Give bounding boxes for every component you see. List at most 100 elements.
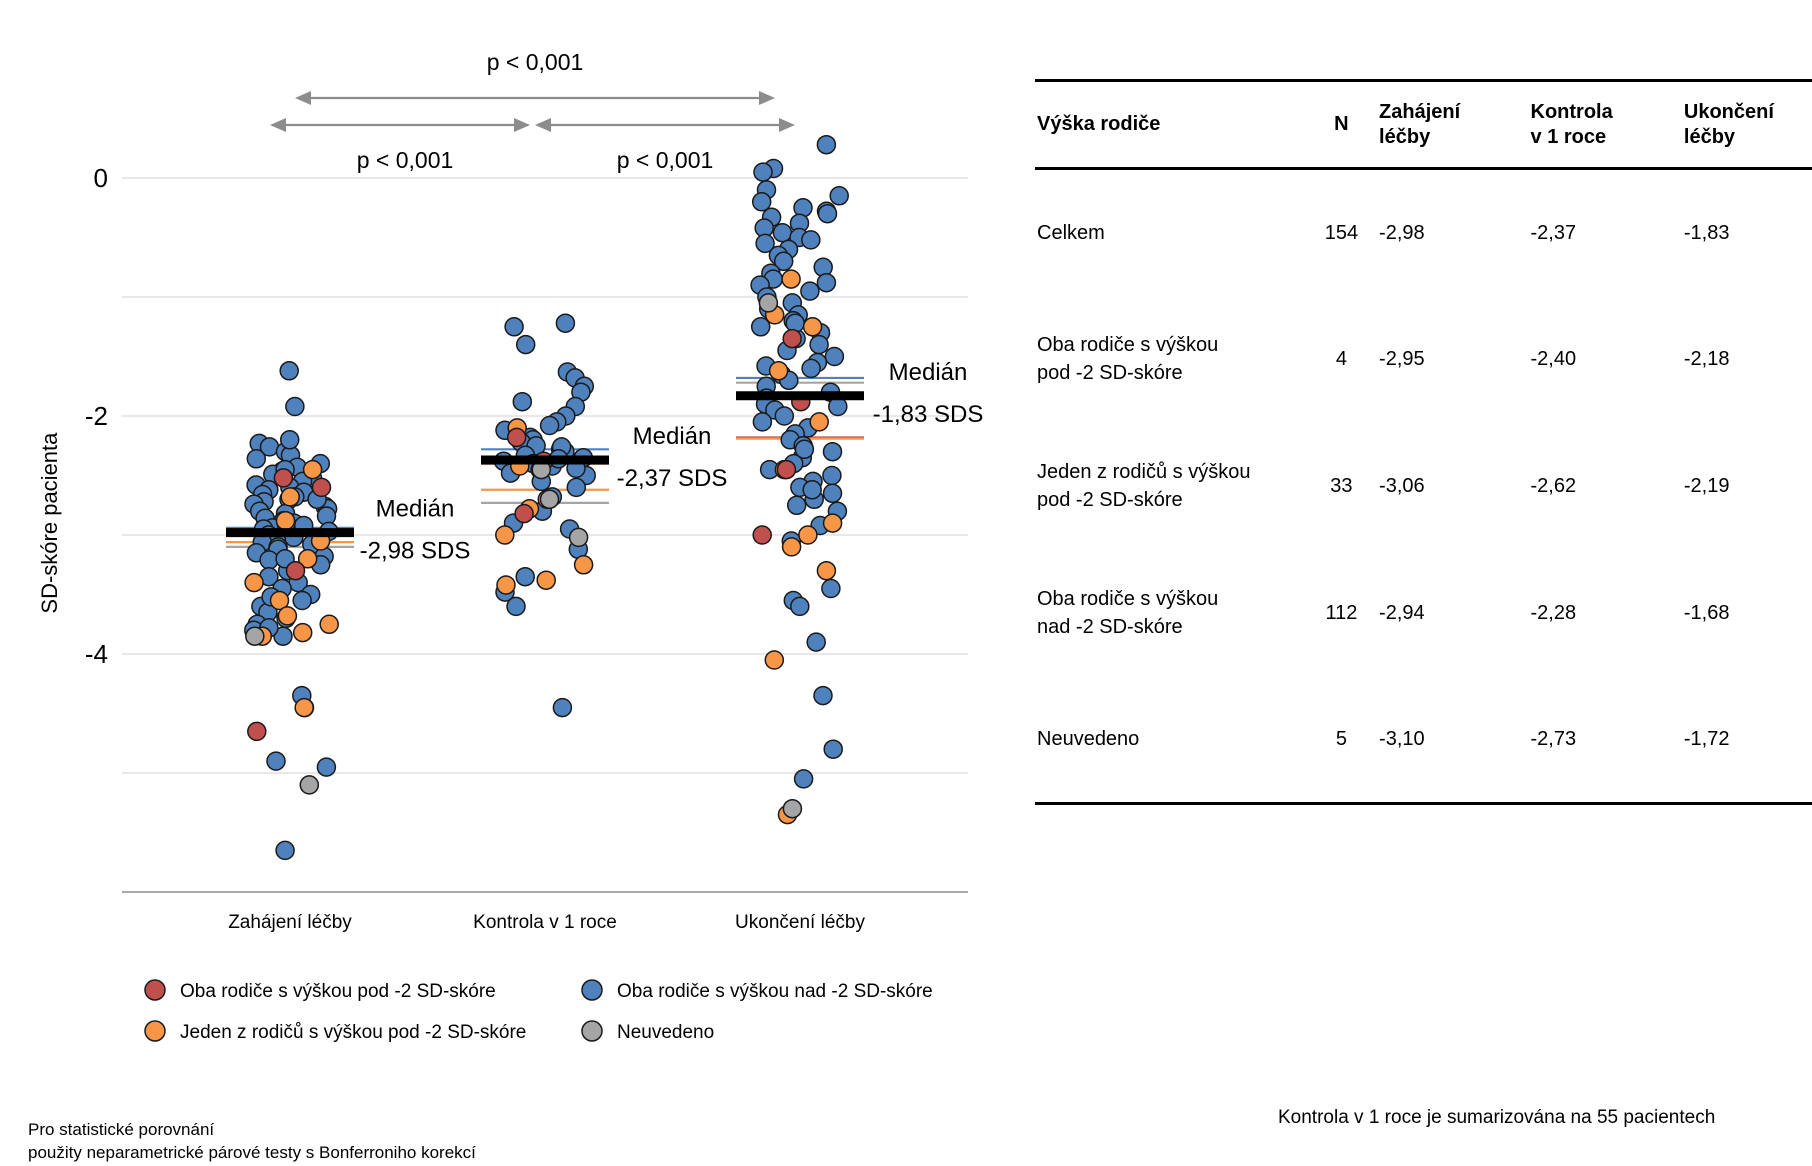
data-point [822, 441, 843, 462]
row-start: -2,98 [1379, 221, 1425, 244]
header-end-line2: léčby [1683, 125, 1736, 148]
dot-plot-chart: 0 -2 -4 SD-skóre pacienta Zahájení léčby Kont… [37, 49, 984, 1043]
data-point [285, 560, 306, 581]
row-label: Celkem [1035, 169, 1308, 296]
table-row: Oba rodiče s výškou nad -2 SD-skóre 112 -… [1035, 550, 1812, 677]
median-annotation-value: -2,98 SDS [360, 538, 471, 565]
row-start: -2,94 [1379, 602, 1425, 624]
data-point [285, 396, 305, 417]
data-point [772, 222, 793, 243]
data-point [506, 427, 527, 448]
row-label: Jeden z rodičů s výškou pod -2 SD-skóre [1035, 423, 1308, 550]
legend-label: Jeden z rodičů s výškou pod -2 SD-skóre [180, 1022, 526, 1043]
footnote-statistics-method: použity neparametrické párové testy s Bo… [28, 1143, 476, 1162]
arrow-head-right [759, 91, 775, 105]
data-point [822, 513, 843, 533]
data-point [816, 560, 837, 581]
data-point [292, 622, 313, 643]
data-point [764, 650, 785, 670]
data-point [514, 503, 534, 524]
data-point [786, 495, 807, 516]
row-start: -3,10 [1379, 728, 1425, 751]
table-row: Celkem 154 -2,98 -2,37 -1,83 [1035, 169, 1812, 296]
comparison-arrow [270, 118, 530, 132]
legend-item: Jeden z rodičů s výškou pod -2 SD-skóre [144, 1020, 526, 1043]
data-point [774, 406, 795, 426]
row-control: -2,28 [1530, 602, 1577, 624]
data-point [809, 412, 829, 432]
data-point [813, 685, 833, 706]
header-control-line1: Kontrola [1530, 100, 1613, 123]
data-point [755, 233, 775, 254]
legend-label: Oba rodiče s výškou nad -2 SD-skóre [617, 981, 933, 1002]
data-point [297, 549, 318, 569]
data-point [802, 317, 823, 337]
data-point [275, 840, 295, 861]
y-tick-label: 0 [94, 163, 108, 193]
row-n: 33 [1330, 475, 1353, 497]
data-point [566, 477, 587, 498]
data-point [568, 527, 589, 548]
median-annotation-value: -2,37 SDS [617, 465, 728, 492]
row-label-line1: Celkem [1037, 221, 1105, 244]
data-point [781, 537, 802, 557]
header-end-line1: Ukončení [1683, 100, 1774, 123]
median-annotation-value: -1,83 SDS [873, 401, 984, 428]
data-point [809, 334, 829, 355]
legend-label: Oba rodiče s výškou pod -2 SD-skóre [180, 981, 496, 1002]
data-point [512, 391, 533, 412]
data-point [515, 334, 536, 355]
data-point [539, 415, 560, 436]
data-point [806, 632, 826, 652]
data-point [245, 626, 265, 646]
data-point [798, 525, 818, 545]
row-label-line2: pod -2 SD-skóre [1037, 489, 1183, 511]
legend: Oba rodiče s výškou pod -2 SD-skóre Oba r… [144, 979, 933, 1043]
data-point [319, 614, 339, 635]
header-start-line1: Zahájení [1379, 100, 1461, 123]
row-label-line2: nad -2 SD-skóre [1037, 616, 1183, 638]
row-start: -3,06 [1379, 475, 1425, 497]
median-overlay [226, 391, 864, 538]
data-point [246, 449, 267, 469]
p-value-label: p < 0,001 [357, 147, 454, 173]
data-point [495, 525, 515, 545]
data-point [821, 578, 841, 599]
data-point [758, 293, 779, 313]
row-end: -1,68 [1683, 602, 1730, 624]
data-point [790, 596, 810, 617]
row-control: -2,40 [1530, 348, 1577, 370]
data-point [816, 272, 837, 293]
data-point [275, 510, 296, 531]
data-point [273, 626, 293, 646]
row-label-line1: Oba rodiče s výškou [1037, 588, 1219, 610]
median-annotation-label: Medián [889, 359, 968, 386]
row-label-line2: pod -2 SD-skóre [1037, 362, 1183, 384]
row-end: -1,83 [1683, 221, 1730, 244]
row-control: -2,62 [1530, 475, 1577, 497]
data-point [773, 251, 794, 272]
row-n: 4 [1335, 348, 1347, 370]
data-point [496, 575, 516, 595]
row-control: -2,37 [1530, 221, 1577, 244]
row-n: 112 [1325, 602, 1358, 624]
data-point [800, 281, 820, 301]
data-point [277, 606, 298, 626]
footnote-control-sample: Kontrola v 1 roce je sumarizována na 55 … [1278, 1107, 1716, 1128]
data-point [279, 361, 299, 381]
row-start: -2,95 [1379, 348, 1425, 370]
y-tick-label: -4 [85, 639, 108, 669]
y-tick-label: -2 [85, 401, 108, 431]
data-point [515, 566, 535, 587]
data-point [752, 525, 772, 545]
header-n: N [1334, 113, 1349, 135]
data-point [752, 412, 773, 432]
arrow-head-right [779, 118, 795, 132]
data-point [817, 203, 838, 224]
data-point [823, 739, 843, 759]
data-point [311, 477, 332, 498]
data-point [539, 489, 560, 510]
data-point [782, 328, 802, 349]
row-label: Oba rodiče s výškou nad -2 SD-skóre [1035, 550, 1308, 677]
row-n: 154 [1324, 221, 1359, 244]
